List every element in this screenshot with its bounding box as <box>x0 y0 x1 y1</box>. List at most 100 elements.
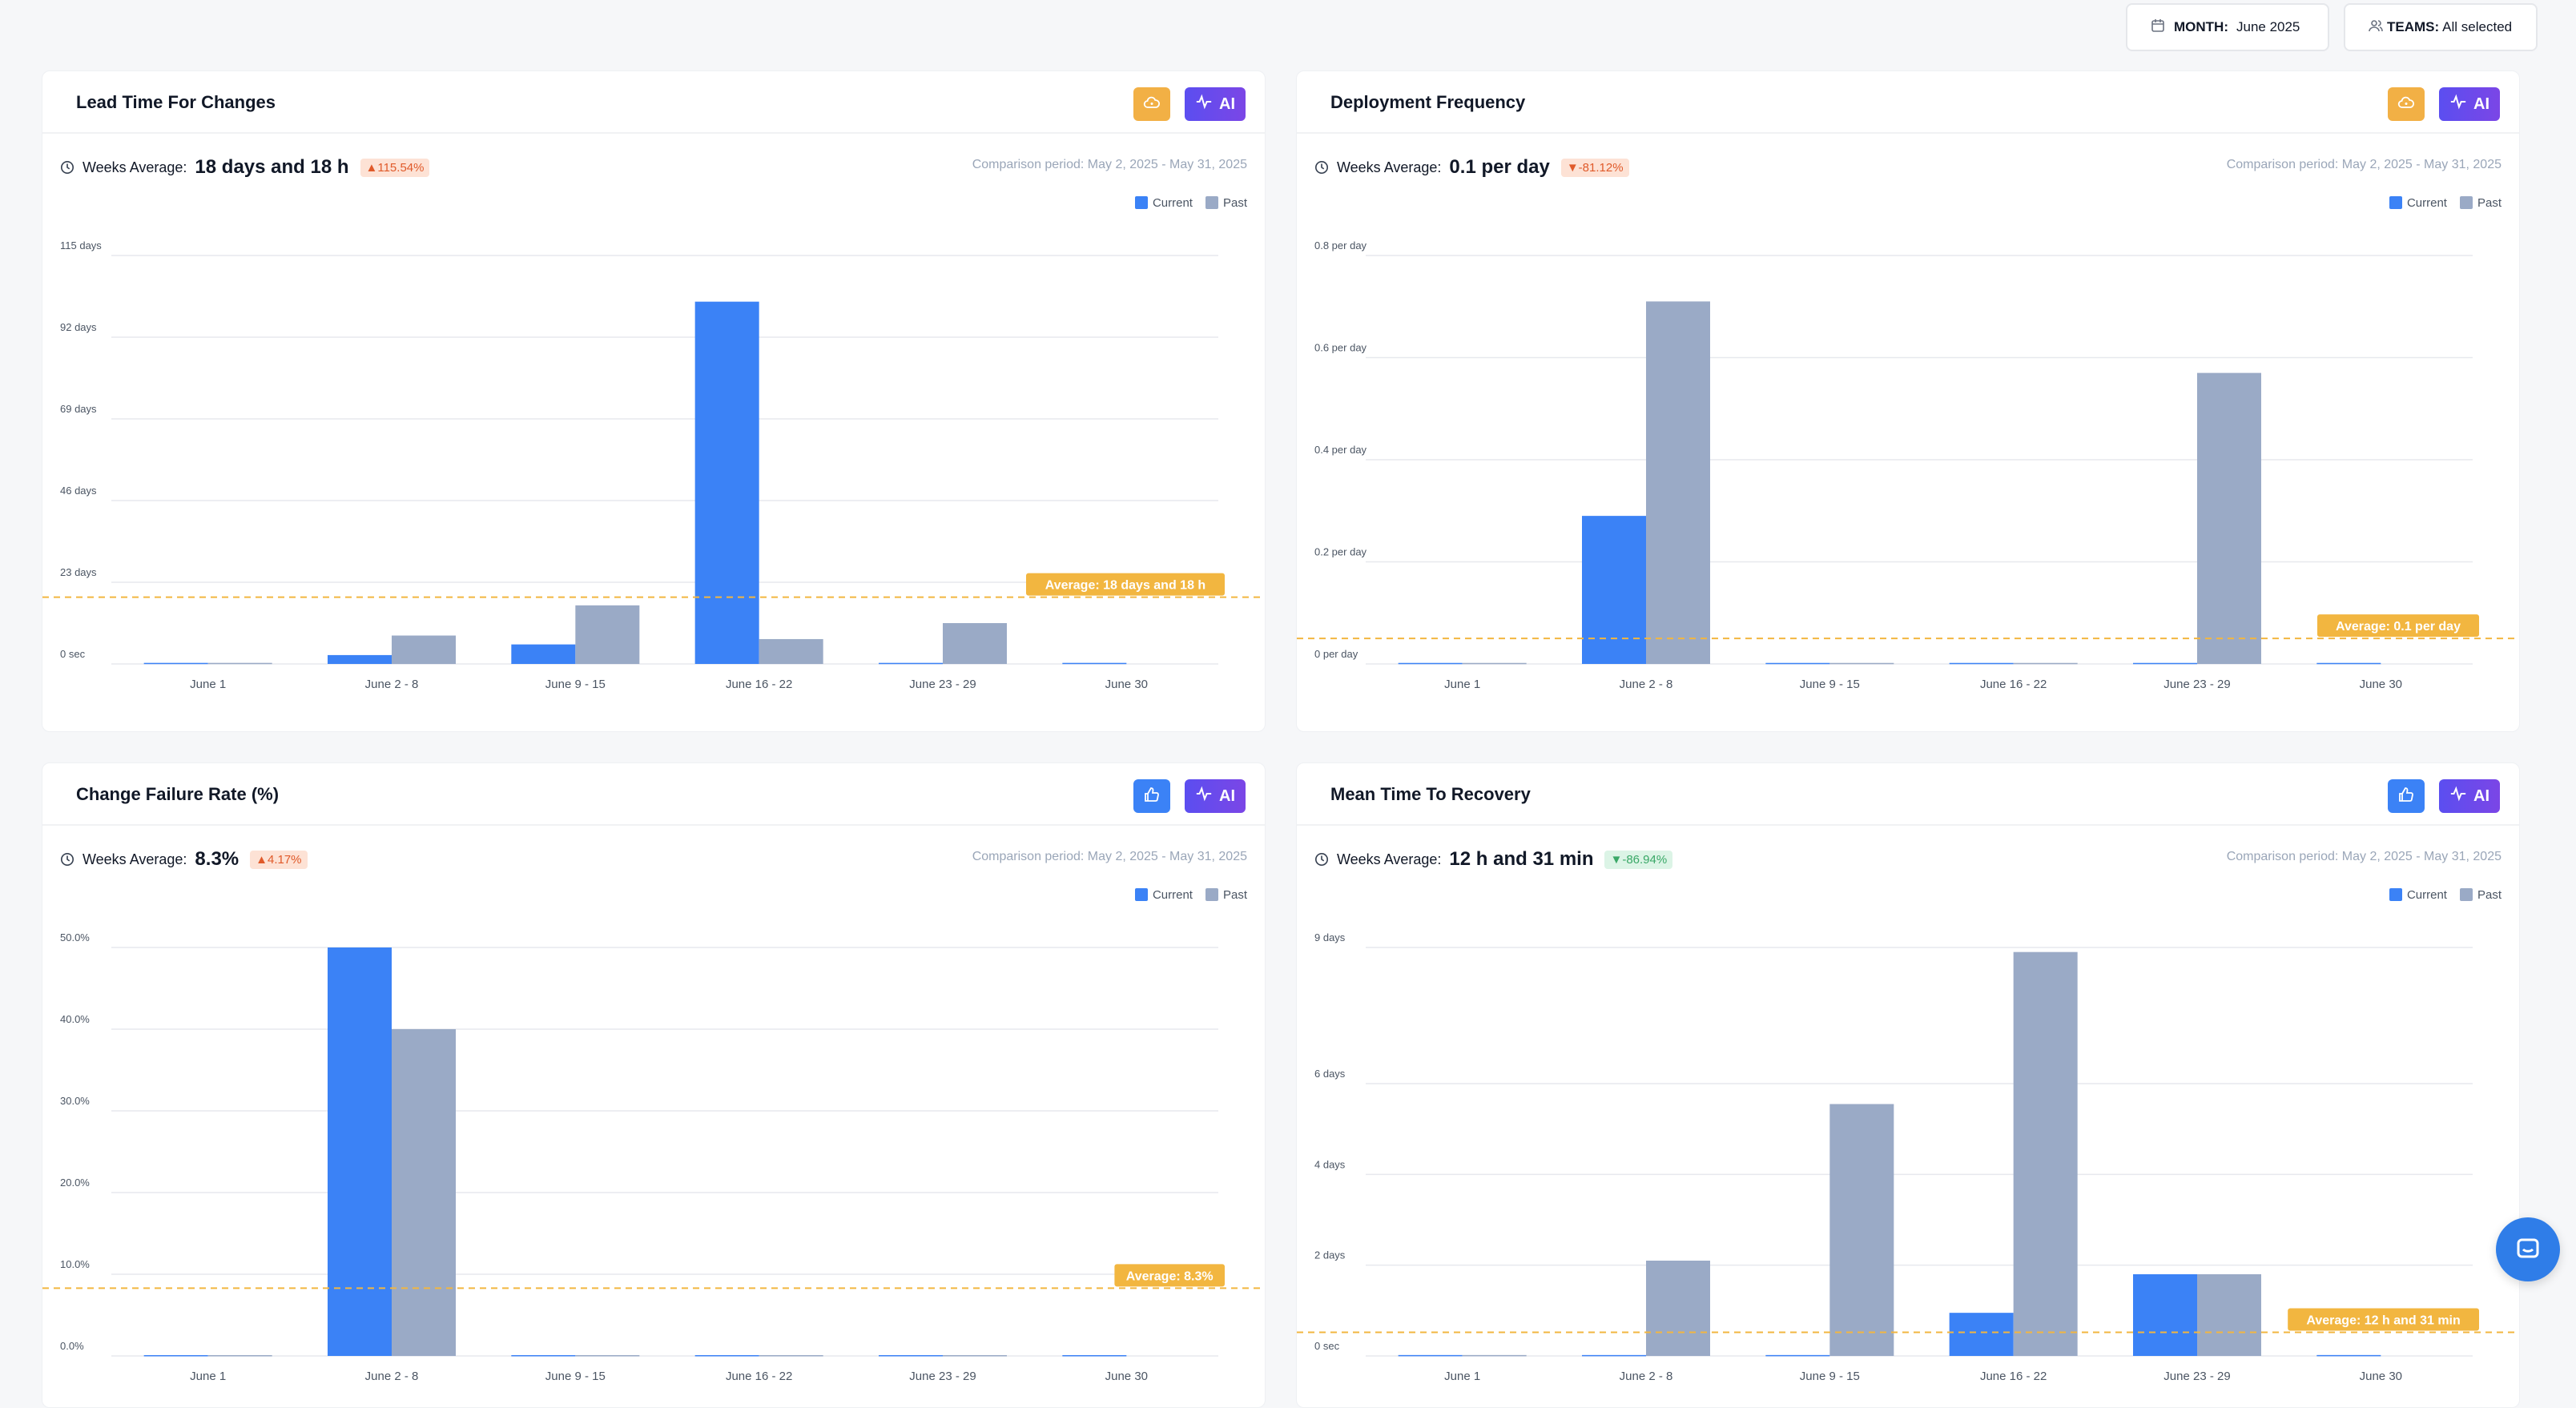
bar-current[interactable] <box>143 1354 208 1357</box>
bar-current[interactable] <box>694 301 759 664</box>
card-title: Change Failure Rate (%) <box>76 784 280 804</box>
thumbs-up-button[interactable] <box>1133 779 1170 813</box>
month-filter-button[interactable]: MONTH: June 2025 <box>2126 3 2329 51</box>
bar-past[interactable] <box>1829 1104 1894 1357</box>
chart-legend: Current Past <box>1134 888 1247 902</box>
thumbs-up-button[interactable] <box>2388 779 2425 813</box>
cloud-icon <box>2397 93 2416 116</box>
weeks-average-label: Weeks Average: <box>1337 159 1442 175</box>
y-tick-label: 46 days <box>60 485 97 497</box>
month-filter-value: June 2025 <box>2236 19 2300 34</box>
bar-current[interactable] <box>1765 662 1830 665</box>
ai-button[interactable]: AI <box>1185 779 1246 813</box>
legend-label-current: Current <box>1152 888 1193 902</box>
bar-current[interactable] <box>1062 1354 1127 1357</box>
bar-past[interactable] <box>1646 301 1710 664</box>
y-tick-label: 92 days <box>60 321 97 333</box>
y-tick-label: 23 days <box>60 566 97 578</box>
x-tick-label: June 23 - 29 <box>2163 678 2230 691</box>
bar-past[interactable] <box>207 662 272 665</box>
legend-swatch-past <box>1205 888 1218 901</box>
x-tick-label: June 2 - 8 <box>365 678 419 691</box>
bar-past[interactable] <box>2197 372 2261 664</box>
bar-current[interactable] <box>694 1354 759 1357</box>
bar-current[interactable] <box>2316 662 2381 665</box>
bar-past[interactable] <box>575 1354 640 1357</box>
y-tick-label: 6 days <box>1314 1068 1346 1080</box>
average-label: Average: 12 h and 31 min <box>2306 1314 2460 1328</box>
ai-button[interactable]: AI <box>2439 779 2500 813</box>
bar-current[interactable] <box>1765 1354 1830 1357</box>
card-header: Lead Time For Changes AI <box>42 71 1265 134</box>
legend-item-current: Current <box>2389 888 2447 902</box>
cloud-button[interactable] <box>2388 87 2425 121</box>
bar-current[interactable] <box>511 644 576 664</box>
metric-card: Change Failure Rate (%) AI Weeks Average: 8… <box>42 762 1266 1408</box>
bar-past[interactable] <box>2013 662 2078 665</box>
legend-item-past: Past <box>1205 196 1247 210</box>
pulse-icon <box>2449 93 2467 115</box>
clock-icon <box>1314 160 1329 175</box>
bar-current[interactable] <box>879 1354 943 1357</box>
bar-past[interactable] <box>575 605 640 664</box>
bar-past[interactable] <box>759 638 823 664</box>
bar-past[interactable] <box>1646 1261 1710 1356</box>
chat-launcher-button[interactable] <box>2496 1217 2560 1281</box>
bar-current[interactable] <box>1398 1354 1463 1357</box>
bar-past[interactable] <box>759 1354 823 1357</box>
comparison-period: Comparison period: May 2, 2025 - May 31,… <box>2226 850 2502 863</box>
cloud-button[interactable] <box>1133 87 1170 121</box>
bar-past[interactable] <box>1462 662 1527 665</box>
bar-chart: 0 sec 2 days 4 days 6 days 9 days June 1 June … <box>1297 931 2519 1383</box>
card-title: Lead Time For Changes <box>76 92 276 112</box>
bar-current[interactable] <box>1949 1313 2014 1356</box>
pulse-icon <box>1195 93 1213 115</box>
bar-past[interactable] <box>207 1354 272 1357</box>
legend-swatch-current <box>1134 888 1148 901</box>
ai-button[interactable]: AI <box>2439 87 2500 121</box>
x-tick-label: June 23 - 29 <box>909 678 976 691</box>
x-tick-label: June 16 - 22 <box>1980 1370 2047 1383</box>
y-tick-label: 0 sec <box>1314 1340 1340 1352</box>
metric-card: Lead Time For Changes AI Weeks Average: 18 … <box>42 70 1266 732</box>
x-tick-label: June 2 - 8 <box>1620 1370 1673 1383</box>
month-filter-label: MONTH: <box>2174 19 2228 34</box>
change-badge: ▼-81.12% <box>1560 158 1629 177</box>
y-tick-label: 0 per day <box>1314 648 1358 660</box>
legend-swatch-past <box>1205 196 1218 209</box>
bar-past[interactable] <box>2013 951 2078 1356</box>
legend-item-past: Past <box>1205 888 1247 902</box>
bar-current[interactable] <box>2316 1354 2381 1357</box>
bar-current[interactable] <box>328 654 392 664</box>
teams-filter-button[interactable]: TEAMS: All selected <box>2344 3 2538 51</box>
bar-current[interactable] <box>2133 1274 2197 1356</box>
bar-current[interactable] <box>328 947 392 1356</box>
card-header: Deployment Frequency AI <box>1297 71 2519 134</box>
weeks-average-value: 8.3% <box>195 848 239 870</box>
legend-swatch-past <box>2459 888 2473 901</box>
bar-current[interactable] <box>143 662 208 665</box>
bar-current[interactable] <box>1398 662 1463 665</box>
y-tick-label: 2 days <box>1314 1249 1346 1261</box>
bar-current[interactable] <box>1062 662 1127 665</box>
users-icon <box>2368 18 2384 38</box>
bar-past[interactable] <box>943 1354 1007 1357</box>
bar-current[interactable] <box>1949 662 2014 665</box>
ai-button[interactable]: AI <box>1185 87 1246 121</box>
bar-past[interactable] <box>943 623 1007 664</box>
chart-legend: Current Past <box>2389 196 2502 210</box>
bar-past[interactable] <box>1462 1354 1527 1357</box>
chart-legend: Current Past <box>2389 888 2502 902</box>
bar-current[interactable] <box>879 662 943 665</box>
bar-current[interactable] <box>511 1354 576 1357</box>
bar-past[interactable] <box>392 1029 456 1356</box>
bar-current[interactable] <box>1582 516 1646 664</box>
bar-past[interactable] <box>2197 1274 2261 1356</box>
bar-past[interactable] <box>392 635 456 664</box>
y-tick-label: 50.0% <box>60 931 90 943</box>
bar-past[interactable] <box>1829 662 1894 665</box>
x-tick-label: June 2 - 8 <box>1620 678 1673 691</box>
average-label: Average: 18 days and 18 h <box>1045 579 1205 593</box>
bar-current[interactable] <box>2133 662 2197 665</box>
bar-current[interactable] <box>1582 1354 1646 1357</box>
